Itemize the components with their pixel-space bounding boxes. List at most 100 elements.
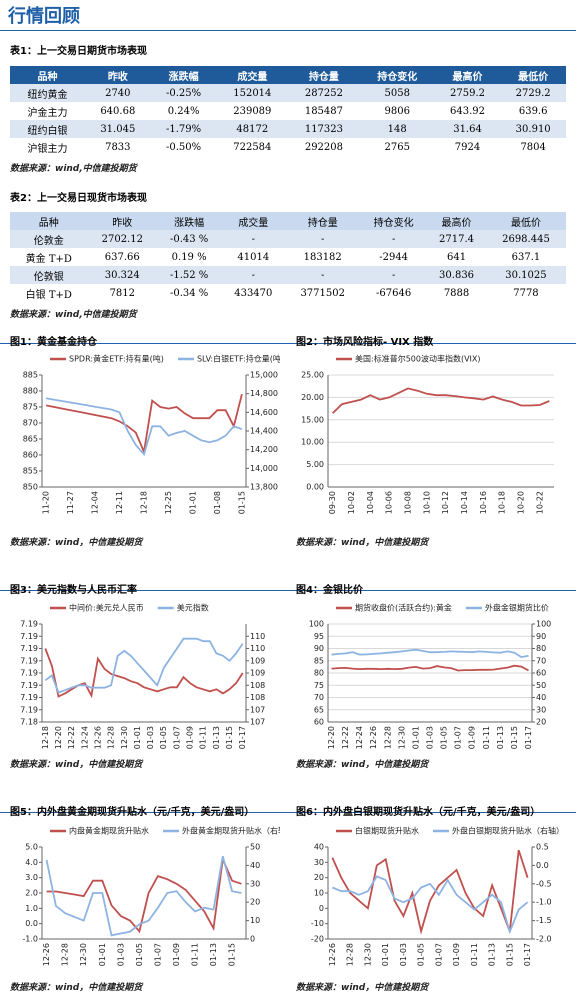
y2-tick-label: 20 [536, 718, 546, 727]
series-line [331, 664, 529, 672]
y-tick-label: 7.18 [20, 718, 38, 727]
x-tick-label: 01-15 [505, 943, 514, 966]
cell: 7804 [520, 141, 546, 153]
row: 沪金主力 640.68 0.24% 239089 185487 9806 643.92 639… [10, 102, 566, 120]
cell: -0.43 % [156, 230, 222, 248]
y2-tick-label: 0.5 [536, 843, 549, 852]
y2-tick-label: 0.0 [536, 861, 549, 870]
x-tick-label: 01-03 [399, 943, 408, 966]
legend-label: 内盘黄金期现货升贴水 [69, 826, 149, 836]
x-tick-label: 10-16 [479, 491, 488, 514]
cell: 伦敦银 [10, 266, 88, 284]
x-tick-label: 01-01 [133, 726, 142, 749]
y-tick-label: 0.00 [306, 483, 324, 492]
x-tick-label: 01-03 [426, 726, 435, 749]
x-tick-label: 09-30 [328, 491, 337, 514]
y-tick-label: 60 [314, 718, 324, 727]
x-tick-label: 01-09 [452, 943, 461, 966]
y2-tick-label: 10 [250, 916, 260, 925]
y2-tick-label: 90 [536, 632, 546, 641]
y-tick-label: 5.00 [306, 460, 324, 469]
y2-tick-label: 14,600 [250, 408, 278, 417]
header-cell: 最低价 [500, 66, 566, 84]
cell: 3771502 [300, 287, 345, 299]
row: 伦敦金 2702.12 -0.43 % - - -2717.4 2698.445 [10, 230, 566, 248]
cell: 2698.445 [485, 230, 566, 248]
y-tick-label: 80 [314, 669, 324, 678]
chart: -1.0 0.0 1.0 2.0 3.0 4.0 5.0 0 10 20 30 40 50 12-26 12… [22, 826, 280, 967]
y2-tick-label: -1.5 [536, 916, 552, 925]
x-tick-label: 12-26 [328, 943, 337, 966]
cell: -0.50% [166, 141, 202, 153]
chart: 0.00 5.00 10.00 15.00 20.00 25.00 09-30 10-02 10… [301, 354, 554, 514]
y2-tick-label: 14,400 [250, 427, 278, 436]
title-rule [0, 30, 576, 31]
y-tick-label: 15.00 [301, 415, 324, 424]
x-tick-label: 01-15 [510, 726, 519, 749]
cell: 722584 [233, 141, 272, 153]
y2-tick-label: 15,000 [250, 371, 278, 380]
cell: 2717.4 [427, 230, 486, 248]
header-cell: 持仓变化 [360, 212, 428, 230]
x-tick-label: 10-10 [422, 491, 431, 514]
source: 数据来源：wind，中信建投期货 [10, 760, 143, 770]
series-line [45, 397, 243, 457]
cell: 7888 [443, 287, 470, 299]
legend-label: SPDR:黄金ETF:持有量(吨) [69, 354, 164, 364]
cell: 183182 [303, 251, 342, 263]
cell: -2944 [379, 251, 409, 263]
x-tick-label: 12-30 [363, 943, 372, 966]
y-tick-label: 7.19 [20, 632, 38, 641]
cell: 637.66 [104, 251, 140, 263]
header-cell: 持仓量 [285, 212, 361, 230]
legend-label: 美国:标准普尔500波动率指数(VIX) [355, 354, 481, 364]
y2-tick-label: 107 [250, 718, 265, 727]
cell: 239089 [233, 105, 272, 117]
x-tick-label: 01-11 [482, 726, 491, 749]
row: 黄金 T+D 637.66 0.19 % 41014 183182 -2944 641 637… [10, 248, 566, 266]
y-tick-label: 0 [319, 904, 324, 913]
x-tick-label: 01-03 [146, 726, 155, 749]
cell: 伦敦金 [10, 230, 88, 248]
y2-tick-label: 110 [250, 644, 265, 653]
row: 纽约黄金 2740 -0.25% 152014 287252 5058 2759.2 2729… [10, 84, 566, 102]
legend-label: 外盘白银期现货升贴水（右轴） [452, 826, 564, 836]
x-tick-label: 01-09 [468, 726, 477, 749]
cell: -0.34 % [169, 287, 209, 299]
x-tick-label: 11-20 [42, 491, 51, 514]
cell: 185487 [304, 105, 344, 117]
x-tick-label: 10-08 [404, 491, 413, 514]
figure-caption: 图1：黄金基金持仓 [10, 337, 97, 348]
x-tick-label: 12-22 [67, 726, 76, 749]
x-tick-label: 01-11 [191, 943, 200, 966]
cell: 640.68 [100, 105, 136, 117]
y-tick-label: 7.19 [20, 693, 38, 702]
series-line [44, 637, 244, 694]
x-tick-label: 12-30 [397, 726, 406, 749]
figure-caption: 图5：内外盘黄金期现货升贴水（元/千克，美元/盎司） [10, 807, 255, 818]
x-tick-label: 01-01 [381, 943, 390, 966]
y-tick-label: 875 [23, 403, 38, 412]
x-tick-label: 12-26 [42, 943, 51, 966]
cell: 白银 T+D [25, 289, 72, 301]
y-tick-label: 7.19 [20, 681, 38, 690]
header-cell: 持仓变化 [359, 66, 435, 84]
source: 数据来源：wind，中信建投期货 [296, 760, 429, 770]
x-tick-label: 10-04 [366, 491, 375, 514]
legend-label: 美元指数 [177, 603, 209, 613]
figure-caption: 图6：内外盘白银期现货升贴水（元/千克，美元/盎司） [296, 807, 541, 818]
y-tick-label: 90 [314, 644, 324, 653]
x-tick-label: 01-11 [199, 726, 208, 749]
table-caption: 表1：上一交易日期货市场表现 [10, 46, 147, 57]
chart: 60 65 70 75 80 85 90 95 100 20 30 40 50 60 70 80 90 100 12… [309, 603, 552, 750]
x-tick-label: 12-11 [115, 491, 124, 514]
x-tick-label: 01-01 [188, 491, 197, 514]
header-cell: 最高价 [427, 212, 486, 230]
row: 沪银主力 7833 -0.50% 722584 292208 2765 7924 7804 [10, 138, 566, 156]
y-tick-label: 10.00 [301, 438, 324, 447]
cell: - [221, 266, 286, 284]
header-cell: 品种 [10, 66, 85, 84]
x-tick-label: 12-04 [91, 491, 100, 514]
y2-tick-label: 108 [250, 681, 265, 690]
y2-tick-label: 13,800 [250, 483, 278, 492]
